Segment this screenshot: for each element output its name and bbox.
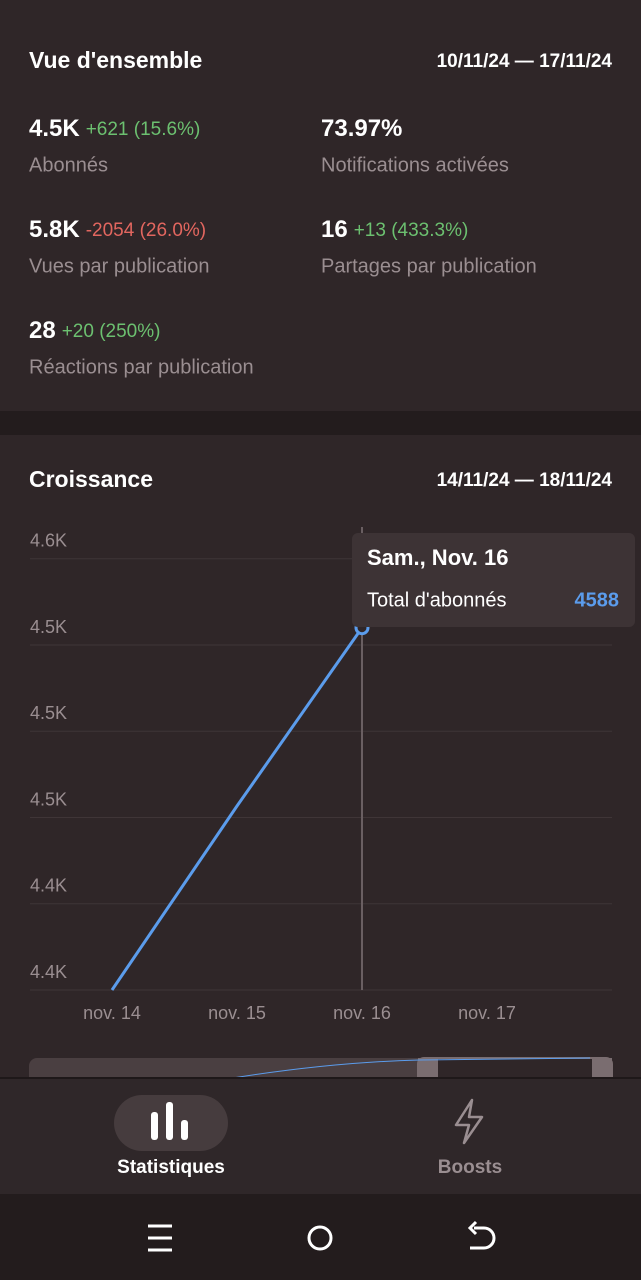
stats: 4.5K +621 (15.6%) Abonnés 73.97% Notificatio… xyxy=(29,115,537,378)
stat-value: 16 xyxy=(321,216,348,243)
stat-label: Vues par publication xyxy=(29,255,210,277)
stat-value: 5.8K xyxy=(29,216,80,243)
system-bar xyxy=(0,1194,641,1280)
stat-value-line: 4.5K +621 (15.6%) xyxy=(29,115,200,142)
tooltip-title: Sam., Nov. 16 xyxy=(367,545,508,570)
stat-delta: +621 (15.6%) xyxy=(86,119,201,140)
x-tick-label: nov. 15 xyxy=(208,1003,266,1023)
y-tick-label: 4.4K xyxy=(30,876,67,896)
y-tick-label: 4.4K xyxy=(30,962,67,982)
stat-value-line: 73.97% xyxy=(321,115,402,142)
x-tick-label: nov. 17 xyxy=(458,1003,516,1023)
y-tick-label: 4.5K xyxy=(30,617,67,637)
tooltip xyxy=(352,533,635,627)
stat-value-line: 16 +13 (433.3%) xyxy=(321,216,468,243)
stat-value: 73.97% xyxy=(321,115,402,142)
overview-title: Vue d'ensemble xyxy=(29,47,202,73)
system-buttons xyxy=(148,1220,496,1252)
separator xyxy=(0,411,641,435)
tooltip-value: 4588 xyxy=(575,589,620,611)
stat-label: Réactions par publication xyxy=(29,356,254,378)
y-tick-label: 4.6K xyxy=(30,531,67,551)
chart-range: 14/11/24 — 18/11/24 xyxy=(437,470,613,491)
stat-label: Notifications activées xyxy=(321,154,509,176)
x-tick-label: nov. 14 xyxy=(83,1003,141,1023)
stat-delta: -2054 (26.0%) xyxy=(86,220,206,241)
overview-range: 10/11/24 — 17/11/24 xyxy=(437,51,613,72)
stat-value-line: 5.8K -2054 (26.0%) xyxy=(29,216,206,243)
chart-title: Croissance xyxy=(29,466,153,492)
x-tick-label: nov. 16 xyxy=(333,1003,391,1023)
y-tick-label: 4.5K xyxy=(30,789,67,809)
tooltip-series: Total d'abonnés xyxy=(367,589,506,611)
bottom-nav xyxy=(0,1078,641,1194)
nav-label[interactable]: Boosts xyxy=(438,1157,502,1178)
stats-icon xyxy=(151,1102,188,1140)
back-button[interactable] xyxy=(467,1220,496,1250)
y-tick-label: 4.5K xyxy=(30,703,67,723)
nav-label[interactable]: Statistiques xyxy=(117,1157,225,1178)
menu-button[interactable] xyxy=(148,1224,172,1252)
boosts-icon[interactable] xyxy=(454,1098,484,1145)
stat-delta: +13 (433.3%) xyxy=(354,220,469,241)
stat-label: Partages par publication xyxy=(321,255,537,277)
chart: 4.6K 4.5K 4.5K 4.5K 4.4K 4.4K nov. 14 nov. 15 no… xyxy=(30,527,635,1023)
series-line xyxy=(110,626,364,991)
stat-delta: +20 (250%) xyxy=(62,321,161,342)
stat-value: 4.5K xyxy=(29,115,80,142)
home-button[interactable] xyxy=(307,1225,333,1251)
stat-value-line: 28 +20 (250%) xyxy=(29,317,160,344)
stat-label: Abonnés xyxy=(29,154,108,176)
stat-value: 28 xyxy=(29,317,56,344)
navigator-line xyxy=(219,1057,591,1081)
